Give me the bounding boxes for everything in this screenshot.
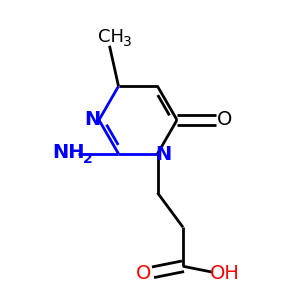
Text: NH: NH bbox=[53, 143, 85, 162]
Text: O: O bbox=[136, 264, 151, 283]
Text: O: O bbox=[217, 110, 233, 129]
Text: N: N bbox=[155, 145, 171, 164]
Text: 3: 3 bbox=[122, 35, 131, 49]
Text: CH: CH bbox=[98, 28, 124, 46]
Text: 2: 2 bbox=[83, 152, 92, 166]
Text: N: N bbox=[84, 110, 101, 129]
Text: OH: OH bbox=[210, 264, 240, 283]
